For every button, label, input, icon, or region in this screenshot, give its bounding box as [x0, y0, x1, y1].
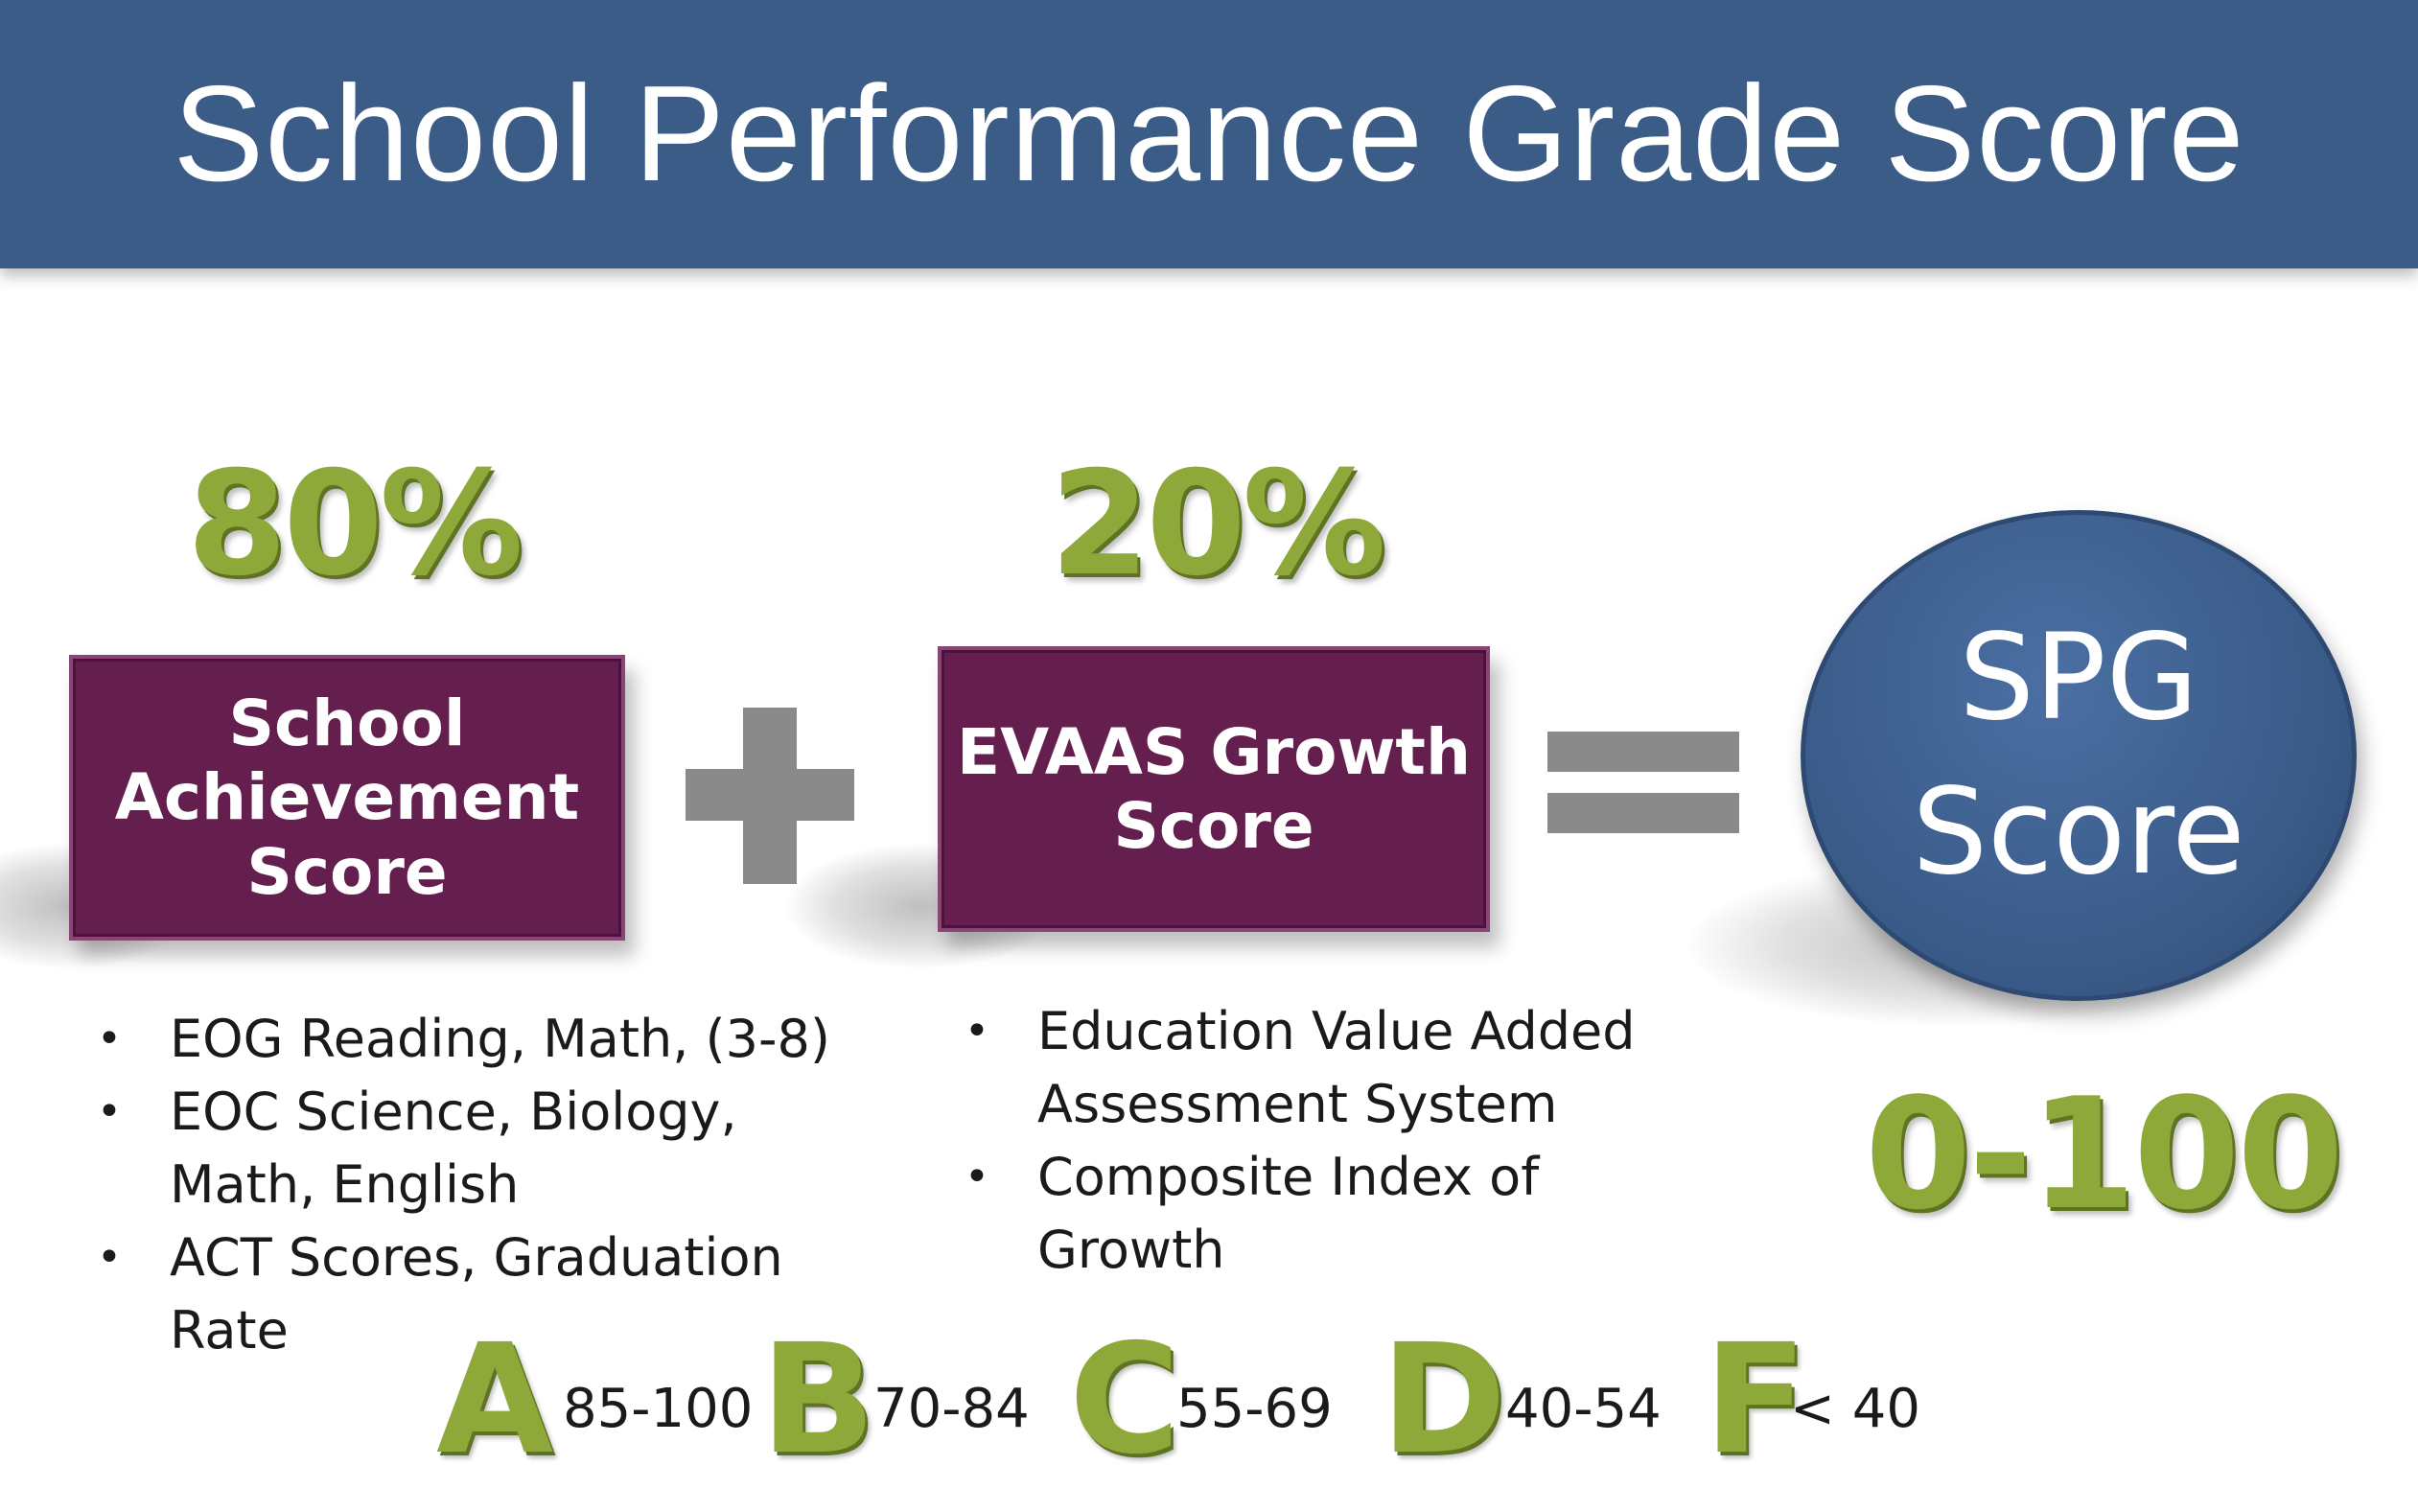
grade-range-b: 70-84 — [873, 1378, 1030, 1440]
achievement-box-line: Score — [246, 834, 448, 909]
title-banner: School Performance Grade Score — [0, 0, 2418, 268]
equals-top-bar — [1547, 732, 1739, 772]
grade-range-c: 55-69 — [1176, 1378, 1333, 1440]
evaas-box-line: Score — [1113, 789, 1314, 863]
equals-icon — [1547, 732, 1739, 833]
spg-score-circle: SPG Score — [1801, 510, 2357, 1001]
grade-letter-b: B — [760, 1312, 876, 1488]
achievement-weight: 80% — [187, 441, 523, 608]
growth-weight: 20% — [1050, 441, 1386, 608]
plus-icon — [686, 708, 854, 884]
grade-scale: A 85-100 B 70-84 C 55-69 D 40-54 F < 40 — [436, 1312, 2066, 1488]
evaas-growth-score-box: EVAAS Growth Score — [938, 646, 1490, 932]
grade-range-f: < 40 — [1790, 1378, 1920, 1440]
achievement-box-line: Achievement — [114, 760, 580, 835]
score-line: Score — [1912, 763, 2245, 901]
achievement-score-box: School Achievement Score — [69, 655, 625, 941]
grade-letter-f: F — [1704, 1312, 1807, 1488]
list-item: Education Value Added Assessment System — [959, 995, 1687, 1141]
grade-letter-a: A — [436, 1312, 554, 1488]
spg-line: SPG — [1959, 608, 2198, 747]
grade-range-d: 40-54 — [1505, 1378, 1662, 1440]
achievement-box-line: School — [228, 686, 466, 761]
list-item: EOG Reading, Math, (3-8) — [91, 1003, 877, 1076]
grade-range-a: 85-100 — [563, 1378, 754, 1440]
list-item: EOC Science, Biology, Math, English — [91, 1076, 877, 1221]
list-item: ACT Scores, Graduation Rate — [91, 1221, 877, 1367]
score-range: 0-100 — [1865, 1064, 2344, 1244]
growth-components-list: Education Value Added Assessment System … — [959, 995, 1687, 1287]
evaas-box-line: EVAAS Growth — [957, 714, 1471, 789]
page-title: School Performance Grade Score — [173, 58, 2245, 210]
grade-letter-d: D — [1381, 1312, 1507, 1488]
list-item: Composite Index of Growth — [959, 1141, 1687, 1287]
achievement-components-list: EOG Reading, Math, (3-8) EOC Science, Bi… — [91, 1003, 877, 1367]
grade-letter-c: C — [1069, 1312, 1180, 1488]
equals-bottom-bar — [1547, 793, 1739, 833]
plus-vertical-bar — [743, 708, 797, 884]
